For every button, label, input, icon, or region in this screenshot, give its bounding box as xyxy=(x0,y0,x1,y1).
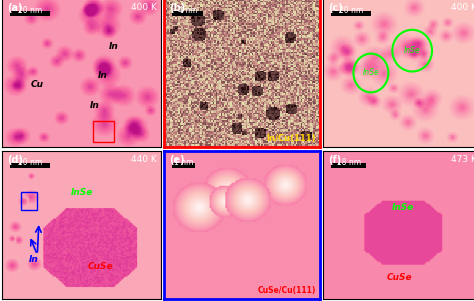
Text: InSe: InSe xyxy=(392,203,414,212)
Text: (b): (b) xyxy=(169,3,185,13)
Text: (f): (f) xyxy=(328,155,341,165)
Text: 473 K: 473 K xyxy=(451,155,474,164)
Bar xyxy=(172,163,195,168)
Bar xyxy=(93,121,114,141)
Text: 400 K: 400 K xyxy=(451,3,474,12)
Text: In: In xyxy=(29,255,39,264)
Text: 18 nm: 18 nm xyxy=(337,158,361,167)
Bar xyxy=(10,163,50,168)
Text: In/Cu(111): In/Cu(111) xyxy=(266,134,316,143)
Bar xyxy=(331,163,366,168)
Text: 1 nm: 1 nm xyxy=(174,158,193,167)
Text: InSe: InSe xyxy=(363,69,379,77)
Bar xyxy=(172,11,203,16)
Text: 20 nm: 20 nm xyxy=(339,6,363,15)
Text: (d): (d) xyxy=(7,155,23,165)
Text: 4 nm: 4 nm xyxy=(178,6,197,15)
Text: In: In xyxy=(109,42,118,51)
Text: (a): (a) xyxy=(7,3,23,13)
Text: (c): (c) xyxy=(328,3,343,13)
Text: 400 K: 400 K xyxy=(130,3,156,12)
Text: CuSe/Cu(111): CuSe/Cu(111) xyxy=(257,286,316,295)
Text: In: In xyxy=(98,71,107,80)
Bar xyxy=(331,11,371,16)
Text: CuSe: CuSe xyxy=(88,262,114,271)
Text: In: In xyxy=(90,101,100,110)
Bar xyxy=(21,192,37,210)
Text: 20 nm: 20 nm xyxy=(18,6,42,15)
Bar xyxy=(10,11,50,16)
Text: 440 K: 440 K xyxy=(131,155,156,164)
Text: InSe: InSe xyxy=(404,46,420,55)
Text: 20 nm: 20 nm xyxy=(18,158,42,167)
Text: CuSe: CuSe xyxy=(387,273,412,282)
Text: (e): (e) xyxy=(169,155,184,165)
Text: Cu: Cu xyxy=(31,80,44,89)
Text: InSe: InSe xyxy=(71,188,93,197)
